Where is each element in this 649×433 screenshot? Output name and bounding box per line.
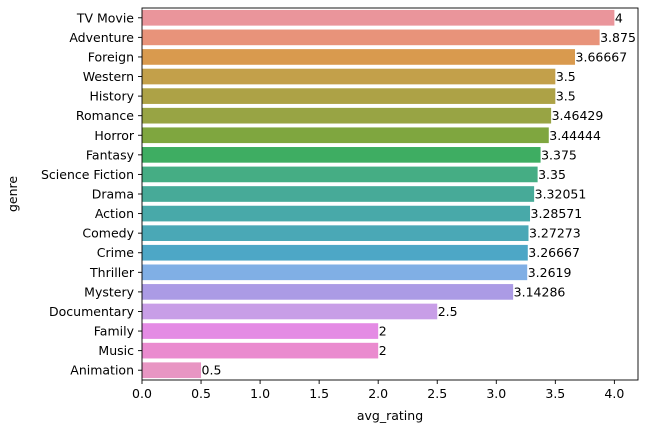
y-tick-label: Thriller xyxy=(89,265,135,280)
bar xyxy=(142,342,379,359)
bar xyxy=(142,49,576,65)
data-label: 3.44444 xyxy=(549,128,601,143)
bar xyxy=(142,362,202,379)
bar xyxy=(142,284,514,300)
data-label: 2 xyxy=(379,324,387,339)
bar xyxy=(142,107,552,124)
bar xyxy=(142,323,379,339)
x-tick-label: 4.0 xyxy=(604,386,624,401)
data-label: 3.14286 xyxy=(514,284,566,299)
bar xyxy=(142,225,529,241)
data-label: 3.5 xyxy=(556,69,576,84)
y-tick-label: Comedy xyxy=(82,226,134,241)
bar xyxy=(142,205,531,222)
y-tick-label: Animation xyxy=(70,363,134,378)
data-label: 2 xyxy=(379,343,387,358)
y-tick-label: Adventure xyxy=(69,30,134,45)
bar xyxy=(142,127,549,144)
y-tick-label: Mystery xyxy=(84,284,134,299)
data-labels-group: 43.8753.666673.53.53.464293.444443.3753.… xyxy=(202,10,636,377)
data-label: 3.5 xyxy=(556,89,576,104)
bars-group xyxy=(142,9,615,379)
bar xyxy=(142,147,541,163)
data-label: 3.66667 xyxy=(576,49,628,64)
data-label: 3.27273 xyxy=(529,226,581,241)
data-label: 3.46429 xyxy=(552,108,604,123)
x-tick-label: 3.0 xyxy=(486,386,506,401)
y-tick-label: Romance xyxy=(76,108,134,123)
data-label: 0.5 xyxy=(202,363,222,378)
x-axis-title: avg_rating xyxy=(357,408,423,423)
y-tick-label: Family xyxy=(94,324,135,339)
x-tick-label: 2.5 xyxy=(427,386,447,401)
data-label: 3.35 xyxy=(538,167,566,182)
y-axis-title: genre xyxy=(5,176,20,212)
x-tick-label: 0.5 xyxy=(191,386,211,401)
x-tick-label: 1.0 xyxy=(250,386,270,401)
y-tick-label: History xyxy=(90,89,135,104)
y-tick-label: Fantasy xyxy=(86,147,135,162)
y-tick-label: Documentary xyxy=(49,304,135,319)
y-axis: TV Movie Adventure Foreign Western History Ro… xyxy=(41,10,142,378)
bar xyxy=(142,244,528,261)
y-tick-label: Western xyxy=(83,69,134,84)
bar xyxy=(142,186,535,202)
data-label: 3.28571 xyxy=(531,206,583,221)
data-label: 2.5 xyxy=(438,304,458,319)
data-label: 3.875 xyxy=(600,30,636,45)
x-tick-label: 2.0 xyxy=(368,386,388,401)
bar xyxy=(142,29,600,46)
bar xyxy=(142,303,438,320)
y-tick-label: Science Fiction xyxy=(41,167,134,182)
bar xyxy=(142,88,556,104)
bar xyxy=(142,9,615,26)
bar xyxy=(142,166,538,183)
x-tick-label: 3.5 xyxy=(545,386,565,401)
data-label: 4 xyxy=(615,10,623,25)
y-tick-label: Foreign xyxy=(88,49,134,64)
bar xyxy=(142,264,528,281)
x-tick-label: 1.5 xyxy=(309,386,329,401)
bar xyxy=(142,68,556,85)
y-tick-label: Drama xyxy=(92,187,134,202)
data-label: 3.375 xyxy=(541,147,577,162)
y-tick-label: TV Movie xyxy=(76,10,134,25)
data-label: 3.2619 xyxy=(528,265,572,280)
y-tick-label: Music xyxy=(98,343,134,358)
x-axis: 0.0 0.5 1.0 1.5 2.0 2.5 3.0 3.5 4.0 xyxy=(132,380,624,401)
y-tick-label: Crime xyxy=(97,245,135,260)
data-label: 3.32051 xyxy=(535,187,587,202)
y-tick-label: Horror xyxy=(94,128,134,143)
data-label: 3.26667 xyxy=(528,245,580,260)
x-tick-label: 0.0 xyxy=(132,386,152,401)
y-tick-label: Action xyxy=(95,206,134,221)
